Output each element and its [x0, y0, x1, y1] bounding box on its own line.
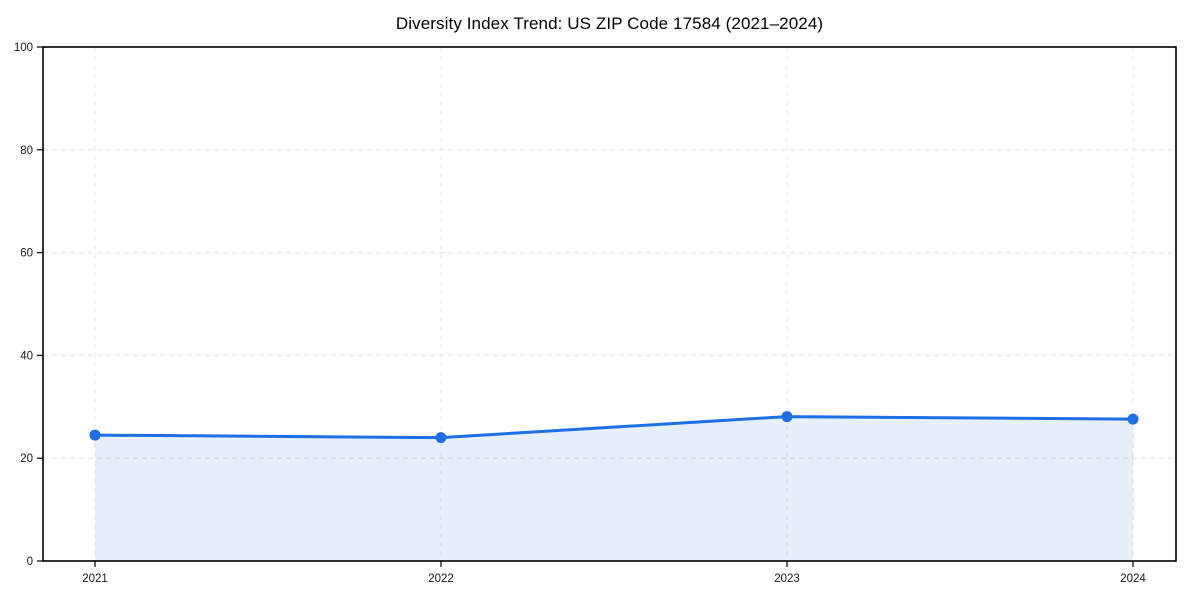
area-fill — [95, 416, 1133, 561]
y-tick-label: 40 — [20, 350, 33, 362]
trend-line — [93, 415, 1135, 440]
chart-title: Diversity Index Trend: US ZIP Code 17584… — [395, 14, 824, 33]
data-point-marker — [781, 411, 793, 423]
axes-border — [42, 46, 1177, 562]
data-point-marker — [89, 429, 101, 441]
data-point-marker — [435, 432, 447, 444]
x-tick-label: 2023 — [774, 573, 800, 585]
y-tick-label: 20 — [20, 453, 33, 465]
x-tick-label: 2024 — [1120, 573, 1146, 585]
y-tick-label: 80 — [20, 145, 33, 157]
y-tick-label: 100 — [14, 42, 33, 54]
y-tick-label: 0 — [27, 556, 33, 568]
x-tick-label: 2022 — [428, 573, 454, 585]
x-tick-label: 2021 — [82, 573, 108, 585]
data-point-marker — [1127, 413, 1139, 425]
y-tick-label: 60 — [20, 248, 33, 260]
